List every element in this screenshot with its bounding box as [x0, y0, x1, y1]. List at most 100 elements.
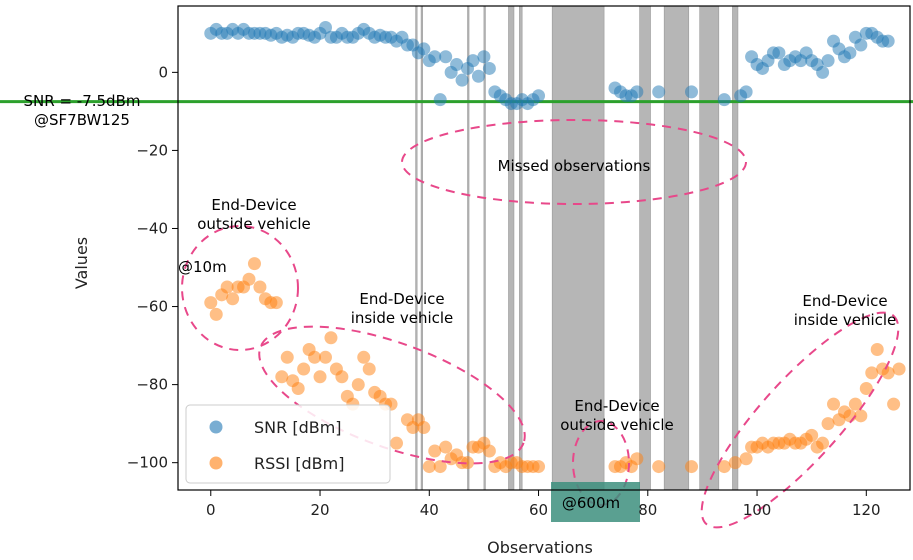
snr-point: [854, 38, 868, 52]
annotation-ellipses: [181, 119, 900, 529]
rssi-point: [865, 366, 879, 380]
rssi-point: [827, 397, 841, 411]
rssi-point: [870, 342, 884, 356]
annotation-ellipse: [401, 119, 747, 205]
rssi-point: [362, 362, 376, 376]
legend-marker: [209, 420, 223, 434]
annotation-text: End-Device inside vehicle: [351, 290, 454, 327]
y-tick-label: −40: [136, 219, 168, 237]
x-tick-label: 20: [310, 501, 329, 519]
rssi-point: [226, 292, 240, 306]
rssi-point: [220, 280, 234, 294]
snr-point: [739, 85, 753, 99]
y-tick-label: −20: [136, 141, 168, 159]
snr-point: [652, 85, 666, 99]
rssi-point: [253, 280, 267, 294]
snr-point: [477, 50, 491, 64]
snr-point: [482, 61, 496, 75]
legend-box: [185, 404, 391, 484]
rssi-point: [848, 397, 862, 411]
snr-point: [471, 69, 485, 83]
rssi-point: [351, 378, 365, 392]
snr-point: [843, 46, 857, 60]
rssi-point: [324, 331, 338, 345]
rssi-point: [887, 397, 901, 411]
annotation-text: End-Device outside vehicle: [560, 397, 674, 434]
snr-point: [772, 46, 786, 60]
rssi-point: [280, 350, 294, 364]
rssi-point: [291, 382, 305, 396]
annotations: Missed observations End-Device outside veh…: [178, 157, 896, 512]
annotation-ellipse: [700, 311, 900, 529]
legend-label: RSSI [dBm]: [254, 454, 344, 473]
snr-point: [439, 50, 453, 64]
snr-point: [630, 85, 644, 99]
x-tick-label: 40: [420, 501, 439, 519]
snr-point: [717, 93, 731, 107]
rssi-point: [433, 460, 447, 474]
snr-point: [881, 34, 895, 48]
rssi-point: [805, 428, 819, 442]
x-tick-label: 80: [638, 501, 657, 519]
annotation-text: @600m: [562, 494, 620, 512]
rssi-point: [275, 370, 289, 384]
y-tick-label: 0: [158, 63, 168, 81]
rssi-point: [630, 452, 644, 466]
snr-point: [455, 73, 469, 87]
threshold-label: SNR = -7.5dBm @SF7BW125: [24, 92, 141, 129]
snr-point: [816, 65, 830, 79]
axes: 0 20 40 60 80 100 120 0 −20 −40 −60 −80 −100 Observat…: [72, 5, 911, 557]
rssi-point: [482, 444, 496, 458]
rssi-point: [859, 382, 873, 396]
rssi-point: [439, 440, 453, 454]
rssi-point: [739, 452, 753, 466]
rssi-point: [428, 444, 442, 458]
rssi-point: [390, 436, 404, 450]
rssi-point: [717, 460, 731, 474]
x-tick-label: 120: [852, 501, 881, 519]
rssi-point: [417, 421, 431, 435]
annotation-ellipse: [181, 225, 299, 351]
annotation-text: Missed observations: [498, 157, 651, 175]
annotation-text: End-Device outside vehicle: [197, 196, 311, 233]
rssi-point: [821, 417, 835, 431]
legend-marker: [209, 456, 223, 470]
annotation-ellipse: [258, 325, 526, 465]
rssi-point: [881, 366, 895, 380]
legend: SNR [dBm] RSSI [dBm]: [185, 404, 391, 484]
distance-marker-box: [551, 482, 640, 522]
x-tick-label: 100: [743, 501, 772, 519]
snr-point: [821, 54, 835, 68]
rssi-point: [204, 296, 218, 310]
snr-point: [532, 89, 546, 103]
rssi-point: [247, 257, 261, 271]
snr-point: [433, 93, 447, 107]
x-tick-label: 60: [529, 501, 548, 519]
rssi-point: [335, 370, 349, 384]
rssi-point: [242, 272, 256, 286]
rssi-point: [532, 460, 546, 474]
legend-label: SNR [dBm]: [254, 418, 342, 437]
rssi-point: [816, 436, 830, 450]
rssi-point: [892, 362, 906, 376]
rssi-point: [308, 350, 322, 364]
rssi-point: [728, 456, 742, 470]
threshold-line-group: SNR = -7.5dBm @SF7BW125: [0, 92, 913, 129]
snr-point: [466, 54, 480, 68]
rssi-point: [422, 460, 436, 474]
y-axis-title: Values: [72, 237, 91, 289]
scatter-points: [204, 20, 906, 474]
annotation-text: @10m: [178, 258, 227, 276]
snr-point: [450, 58, 464, 72]
snr-point: [417, 42, 431, 56]
snr-point: [318, 20, 332, 34]
rssi-point: [854, 409, 868, 423]
rssi-point: [652, 460, 666, 474]
snr-point: [684, 85, 698, 99]
missed-band: [508, 5, 515, 491]
plot-frame: [177, 5, 911, 491]
y-tick-label: −60: [136, 298, 168, 316]
missed-band: [699, 5, 720, 491]
snr-point: [428, 50, 442, 64]
